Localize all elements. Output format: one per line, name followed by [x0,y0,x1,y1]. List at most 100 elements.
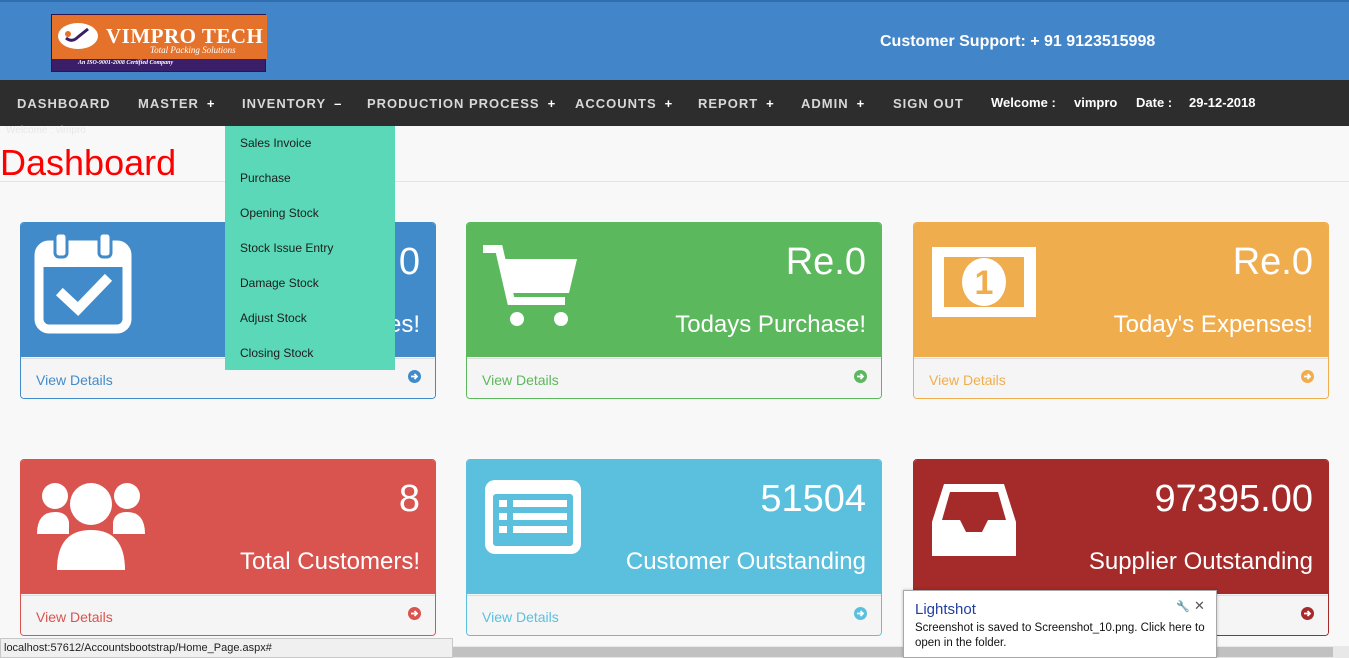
page-title: Dashboard [0,142,177,183]
nav-admin[interactable]: ADMIN + [801,96,865,111]
money-bill-icon: 1 [930,245,1038,324]
nav-report[interactable]: REPORT + [698,96,775,111]
expand-plus-icon: + [766,96,775,111]
nav-label: MASTER [138,96,199,111]
view-details-text: View Details [482,609,559,625]
welcome-label: Welcome : [991,95,1056,110]
panel-value: 51504 [760,478,866,520]
divider [0,181,1349,182]
expand-plus-icon: + [856,96,866,111]
browser-status-bar: localhost:57612/Accountsbootstrap/Home_P… [0,638,453,658]
menu-item-label: Closing Stock [240,346,314,360]
nav-inventory[interactable]: INVENTORY – [242,96,342,111]
expand-plus-icon: + [664,96,674,111]
customer-support-text: Customer Support: + 91 9123515998 [880,33,1156,50]
panel-heading: Re.0 Todays Purchase! [467,223,881,357]
view-details-link[interactable]: View Details [467,358,881,398]
panel-todays-expenses: 1 Re.0 Today's Expenses! View Details [913,222,1329,399]
arrow-circle-right-icon [1301,607,1314,620]
panel-heading: 1 Re.0 Today's Expenses! [914,223,1328,357]
panel-customer-outstanding: 51504 Customer Outstanding View Details [466,459,882,636]
view-details-text: View Details [929,372,1006,388]
username: vimpro [1074,95,1118,110]
nav-label: PRODUCTION PROCESS [367,96,540,111]
arrow-circle-right-icon [854,607,867,620]
nav-accounts[interactable]: ACCOUNTS + [575,96,673,111]
panel-value: 97395.00 [1154,478,1314,520]
menu-item-sales-invoice[interactable]: Sales Invoice [225,126,395,161]
panel-label: Supplier Outstanding [1088,548,1313,575]
inventory-dropdown-menu: Sales Invoice Purchase Opening Stock Sto… [225,126,395,370]
panel-label: Customer Outstanding [625,548,866,575]
menu-item-purchase[interactable]: Purchase [225,161,395,196]
scrollbar-thumb[interactable] [453,647,1333,657]
nav-label: INVENTORY [242,96,327,111]
panel-value: Re.0 [785,241,866,283]
notification-title: Lightshot [915,601,976,618]
nav-label: ADMIN [801,96,849,111]
menu-item-adjust-stock[interactable]: Adjust Stock [225,301,395,336]
panel-value: 0 [398,241,420,283]
arrow-circle-right-icon [408,607,421,620]
nav-production-process[interactable]: PRODUCTION PROCESS + [367,96,556,111]
nav-master[interactable]: MASTER + [138,96,215,111]
close-icon[interactable]: ✕ [1194,598,1205,613]
panel-todays-purchase: Re.0 Todays Purchase! View Details [466,222,882,399]
arrow-circle-right-icon [854,370,867,383]
collapse-minus-icon: – [334,96,343,111]
logo-tagline: Total Packing Solutions [150,45,236,55]
expand-plus-icon: + [547,96,557,111]
faint-welcome-text: Welcome : vimpro [6,125,86,136]
calendar-check-icon [33,231,133,340]
status-url: localhost:57612/Accountsbootstrap/Home_P… [4,642,272,654]
view-details-link[interactable]: View Details [467,595,881,635]
menu-item-label: Purchase [240,171,291,185]
list-alt-icon [483,478,583,561]
menu-item-closing-stock[interactable]: Closing Stock [225,336,395,371]
panel-label: Total Customers! [239,548,420,575]
view-details-link[interactable]: View Details [914,358,1328,398]
menu-item-label: Stock Issue Entry [240,241,334,255]
arrow-circle-right-icon [408,370,421,383]
panel-value: Re.0 [1232,241,1313,283]
arrow-circle-right-icon [1301,370,1314,383]
settings-wrench-icon[interactable]: 🔧 [1176,601,1190,613]
panel-heading: 97395.00 Supplier Outstanding [914,460,1328,594]
menu-item-label: Damage Stock [240,276,319,290]
view-details-text: View Details [36,609,113,625]
logo-mark-icon [58,23,98,49]
menu-item-damage-stock[interactable]: Damage Stock [225,266,395,301]
panel-label: Todays Purchase! [675,311,866,338]
current-date: 29-12-2018 [1189,95,1256,110]
nav-label: REPORT [698,96,759,111]
main-navbar: DASHBOARD MASTER + INVENTORY – PRODUCTION … [0,80,1349,126]
view-details-link[interactable]: View Details [21,595,435,635]
nav-dashboard[interactable]: DASHBOARD [17,96,111,111]
shopping-cart-icon [481,243,579,334]
inbox-icon [930,482,1018,563]
menu-item-label: Opening Stock [240,206,319,220]
svg-text:1: 1 [975,264,994,302]
nav-label: SIGN OUT [893,96,964,111]
menu-item-stock-issue-entry[interactable]: Stock Issue Entry [225,231,395,266]
notification-message: Screenshot is saved to Screenshot_10.png… [915,622,1205,649]
expand-plus-icon: + [206,96,216,111]
menu-item-opening-stock[interactable]: Opening Stock [225,196,395,231]
view-details-text: View Details [482,372,559,388]
view-details-text: View Details [36,372,113,388]
lightshot-notification[interactable]: Lightshot 🔧 ✕ Screenshot is saved to Scr… [903,590,1217,658]
panel-heading: 8 Total Customers! [21,460,435,594]
panel-label: Today's Expenses! [1113,311,1313,338]
nav-sign-out[interactable]: SIGN OUT [893,96,964,111]
logo-brand-text: VIMPRO TECH [106,24,264,48]
panel-value: 8 [398,478,420,520]
logo-certification: An ISO-9001-2008 Certified Company [78,60,174,66]
users-icon [35,468,147,577]
company-logo[interactable]: VIMPRO TECH Total Packing Solutions An I… [51,14,267,72]
nav-label: ACCOUNTS [575,96,657,111]
date-label: Date : [1136,95,1173,110]
panel-heading: 51504 Customer Outstanding [467,460,881,594]
menu-item-label: Sales Invoice [240,136,312,150]
site-header: VIMPRO TECH Total Packing Solutions An I… [0,0,1349,80]
panel-total-customers: 8 Total Customers! View Details [20,459,436,636]
